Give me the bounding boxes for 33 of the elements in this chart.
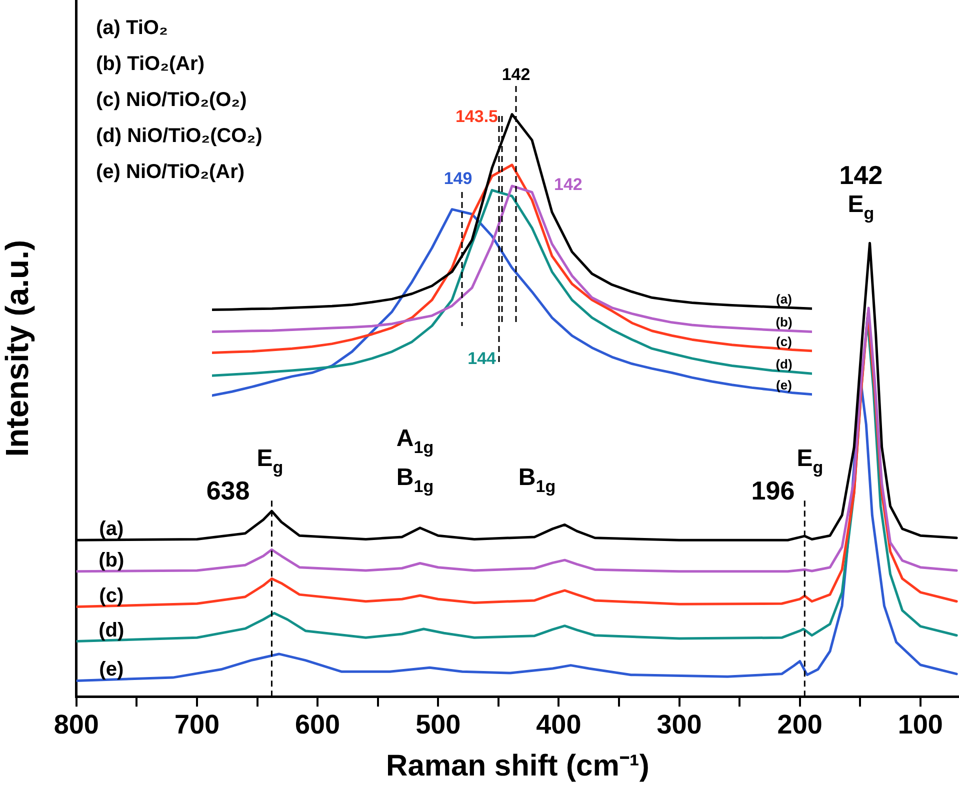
- series-label: (b): [98, 549, 124, 572]
- series-label: (a): [776, 292, 792, 307]
- text: (c) NiO/TiO₂(O₂): [96, 89, 247, 111]
- text: (b) TiO₂(Ar): [96, 53, 204, 75]
- series-label: (b): [776, 314, 792, 330]
- annotation: 144: [468, 349, 497, 368]
- series-label: (a): [99, 518, 124, 540]
- ref-line-label: 638: [206, 475, 250, 506]
- y-axis-title: Intensity (a.u.): [0, 240, 36, 457]
- x-tick-label: 600: [295, 709, 340, 740]
- annotation: 142: [554, 175, 582, 194]
- x-tick-label: 200: [777, 709, 822, 740]
- annotation: (d) NiO/TiO₂(CO₂): [96, 125, 262, 147]
- annotation: (e) NiO/TiO₂(Ar): [96, 161, 245, 183]
- series-label: (d): [98, 619, 124, 642]
- annotation: 149: [444, 169, 472, 188]
- x-tick-label: 300: [656, 709, 702, 740]
- text: 142: [502, 65, 530, 84]
- series-label: (e): [776, 377, 792, 392]
- x-axis-title: Raman shift (cm⁻¹): [386, 749, 650, 782]
- ref-line-label: 196: [751, 475, 795, 506]
- x-tick-label: 800: [54, 709, 99, 740]
- annotation: 143.5: [455, 107, 498, 126]
- x-tick-label: 400: [536, 709, 582, 740]
- x-tick-label: 500: [416, 709, 461, 740]
- series-label: (c): [776, 334, 792, 349]
- series-label: (e): [99, 658, 124, 681]
- text: (a) TiO₂: [96, 17, 168, 39]
- series-label: (d): [776, 356, 792, 372]
- series-label: (c): [99, 584, 124, 607]
- text: 142: [839, 160, 883, 190]
- x-tick-label: 700: [174, 709, 220, 740]
- x-tick-label: 100: [898, 709, 943, 740]
